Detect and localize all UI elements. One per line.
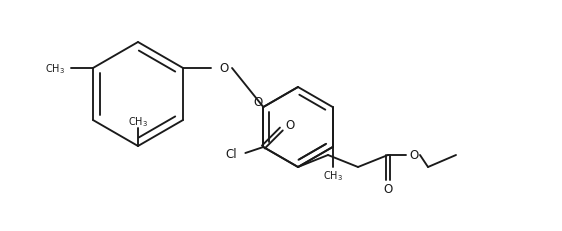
Text: O: O — [253, 96, 263, 109]
Text: CH$_3$: CH$_3$ — [45, 62, 65, 76]
Text: O: O — [383, 183, 393, 196]
Text: CH$_3$: CH$_3$ — [323, 168, 343, 182]
Text: O: O — [285, 119, 295, 132]
Text: CH$_3$: CH$_3$ — [128, 115, 148, 128]
Text: O: O — [219, 62, 229, 75]
Text: Cl: Cl — [225, 148, 237, 161]
Text: O: O — [409, 149, 419, 162]
